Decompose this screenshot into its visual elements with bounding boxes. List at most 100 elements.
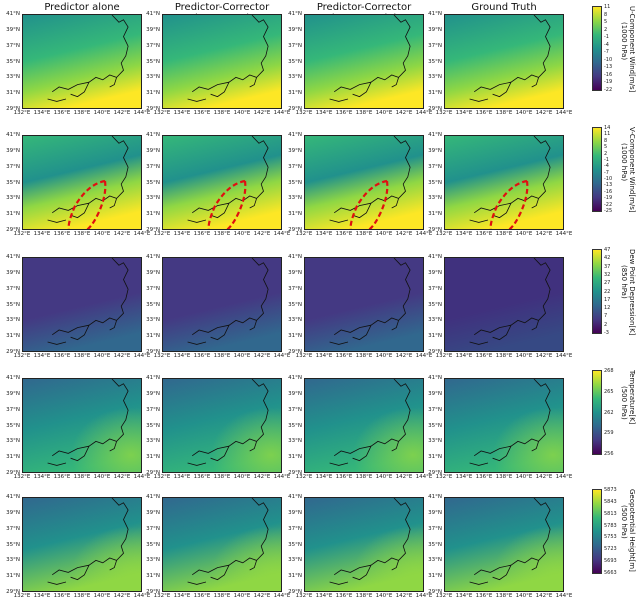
lon-tick-label: 132°E [13,593,31,599]
lat-tick-label: 37°N [6,406,20,413]
lat-tick-label: 37°N [288,285,302,292]
lat-tick-label: 37°N [288,406,302,413]
lon-tick-label: 136°E [475,474,493,480]
coastline [329,136,411,223]
coastline [187,136,269,223]
lon-tick-label: 140°E [233,110,251,116]
lat-tick-label: 31°N [146,333,160,340]
lat-tick-label: 37°N [288,42,302,49]
colorbar-tick-label: 5 [604,144,608,151]
coastline [469,258,551,345]
map-panel-r1-c0 [22,135,142,230]
colorbar-tick-label: 37 [604,263,611,270]
lon-tick-label: 142°E [535,353,553,359]
lon-tick-label: 136°E [335,474,353,480]
lat-tick-label: 39°N [428,509,442,516]
lon-tick-label: 140°E [375,474,393,480]
field-fill [23,136,141,229]
lon-tick-label: 144°E [133,110,151,116]
colorbar-tick-label: -16 [604,71,613,78]
lat-tick-label: 37°N [146,42,160,49]
lat-tick-label: 37°N [428,163,442,170]
lat-tick-label: 31°N [288,573,302,580]
lon-tick-label: 142°E [253,593,271,599]
lon-tick-label: 134°E [455,110,473,116]
colorbar-tick-label: 42 [604,255,611,262]
lon-tick-label: 144°E [273,474,291,480]
lat-tick-label: 37°N [6,42,20,49]
lon-tick-label: 132°E [435,593,453,599]
colorbar-tick-label: -22 [604,201,613,208]
colorbar-tick-label: 5693 [604,558,617,565]
lon-tick-label: 140°E [515,474,533,480]
lon-tick-label: 132°E [435,110,453,116]
colorbar-2 [592,249,602,334]
map-panel-r1-c1 [162,135,282,230]
annotation-ellipse [207,179,247,229]
lat-tick-label: 39°N [288,509,302,516]
field-highlight [163,498,281,591]
colorbar-tick-label: 17 [604,296,611,303]
lon-tick-label: 144°E [555,231,573,237]
lat-tick-label: 35°N [6,422,20,429]
field-fill [163,136,281,229]
colorbar-tick-label: -19 [604,195,613,202]
colorbar-tick-label: -10 [604,56,613,63]
colorbar-tick-label: 8 [604,137,608,144]
lat-tick-label: 35°N [428,301,442,308]
lon-tick-label: 138°E [213,231,231,237]
lat-tick-label: 37°N [428,285,442,292]
lon-tick-label: 132°E [153,353,171,359]
lat-tick-label: 39°N [428,147,442,154]
lon-tick-label: 136°E [475,231,493,237]
lat-tick-label: 33°N [288,74,302,81]
lon-tick-label: 138°E [355,353,373,359]
lat-tick-label: 29°N [288,227,302,233]
lon-tick-label: 134°E [315,231,333,237]
colorbar-tick-label: 5 [604,19,608,26]
lon-tick-label: 144°E [415,593,433,599]
colorbar-tick-label: 256 [604,451,614,457]
lat-tick-label: 37°N [146,406,160,413]
lon-tick-label: 136°E [53,593,71,599]
colorbar-tick-label: 32 [604,271,611,278]
lat-tick-label: 29°N [428,227,442,233]
colorbar-tick-label: 5723 [604,546,617,553]
lon-tick-label: 134°E [315,593,333,599]
lat-tick-label: 29°N [428,470,442,476]
lon-tick-label: 134°E [173,231,191,237]
lon-tick-label: 136°E [475,593,493,599]
colorbar-tick-label: -13 [604,64,613,71]
lat-tick-label: 29°N [146,106,160,112]
lat-tick-label: 37°N [6,285,20,292]
lon-tick-label: 142°E [535,474,553,480]
heatmap-field [23,258,141,351]
lat-tick-label: 31°N [428,454,442,461]
heatmap-field [163,498,281,591]
lon-tick-label: 138°E [213,353,231,359]
lat-tick-label: 31°N [428,211,442,218]
colorbar-tick-label: -13 [604,182,613,189]
lon-tick-label: 140°E [93,231,111,237]
annotation-ellipse [489,179,529,229]
lat-tick-label: 31°N [6,573,20,580]
lat-tick-label: 41°N [146,254,160,260]
coastline [187,15,269,102]
column-title-0: Predictor alone [44,2,120,13]
lat-tick-label: 37°N [288,163,302,170]
lon-tick-label: 138°E [495,353,513,359]
lon-tick-label: 132°E [153,231,171,237]
lon-tick-label: 140°E [515,231,533,237]
lon-tick-label: 144°E [415,474,433,480]
lat-tick-label: 35°N [288,422,302,429]
lon-tick-label: 136°E [193,231,211,237]
lat-tick-label: 31°N [428,333,442,340]
colorbar-4 [592,489,602,574]
heatmap-field [445,15,563,108]
lon-tick-label: 142°E [535,110,553,116]
heatmap-field [305,379,423,472]
lat-tick-label: 31°N [288,454,302,461]
colorbar-tick-label: -1 [604,156,609,163]
lon-tick-label: 132°E [435,231,453,237]
colorbar-tick-label: 5663 [604,570,617,576]
